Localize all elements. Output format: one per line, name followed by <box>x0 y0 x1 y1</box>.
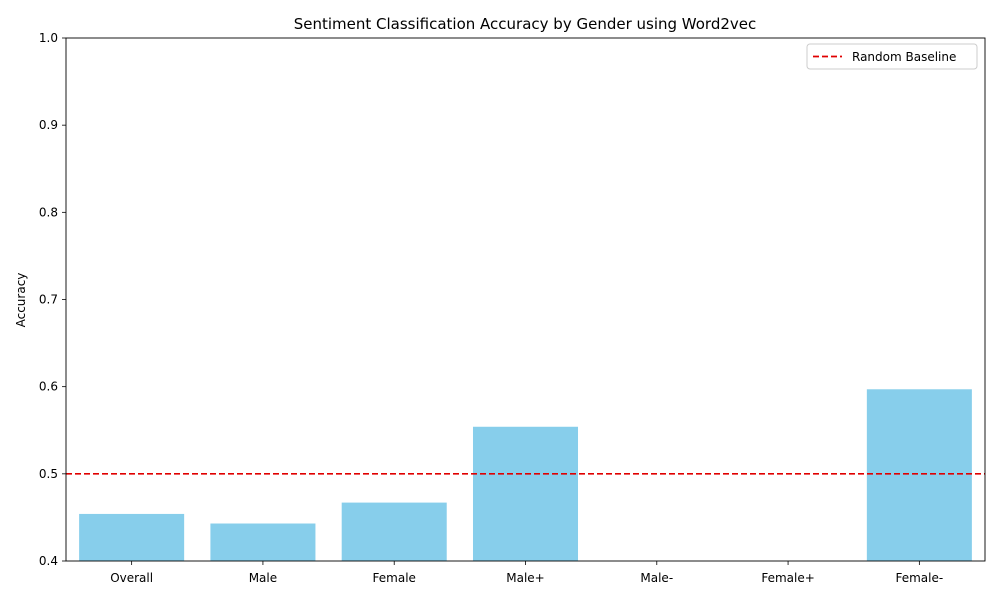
bar-male-plus <box>472 426 579 561</box>
bar-female-minus <box>866 389 972 561</box>
x-tick-label: Male+ <box>506 571 544 585</box>
y-axis-label: Accuracy <box>14 273 28 328</box>
y-tick-label: 0.6 <box>39 380 58 394</box>
legend: Random Baseline <box>806 43 978 70</box>
bar-male <box>210 523 316 561</box>
bar-female <box>341 502 447 561</box>
x-tick-label: Female <box>373 571 416 585</box>
bar-overall <box>79 513 185 561</box>
y-tick-label: 0.4 <box>39 554 58 568</box>
y-tick-label: 1.0 <box>39 31 58 45</box>
bars-group <box>79 389 972 561</box>
y-tick-label: 0.9 <box>39 118 58 132</box>
y-tick-label: 0.7 <box>39 293 58 307</box>
chart-title: Sentiment Classification Accuracy by Gen… <box>294 15 757 33</box>
x-tick-label: Male- <box>640 571 673 585</box>
legend-baseline-label: Random Baseline <box>852 50 956 64</box>
y-tick-label: 0.5 <box>39 467 58 481</box>
legend-box <box>806 43 978 70</box>
x-tick-label: Female+ <box>761 571 814 585</box>
x-tick-label: Male <box>249 571 277 585</box>
x-tick-label: Overall <box>110 571 153 585</box>
x-tick-label: Female- <box>895 571 943 585</box>
axes-group: Overall Male Female Male+ Male- Female+ Female… <box>39 31 986 585</box>
y-tick-label: 0.8 <box>39 205 58 219</box>
plot-frame <box>65 37 986 562</box>
